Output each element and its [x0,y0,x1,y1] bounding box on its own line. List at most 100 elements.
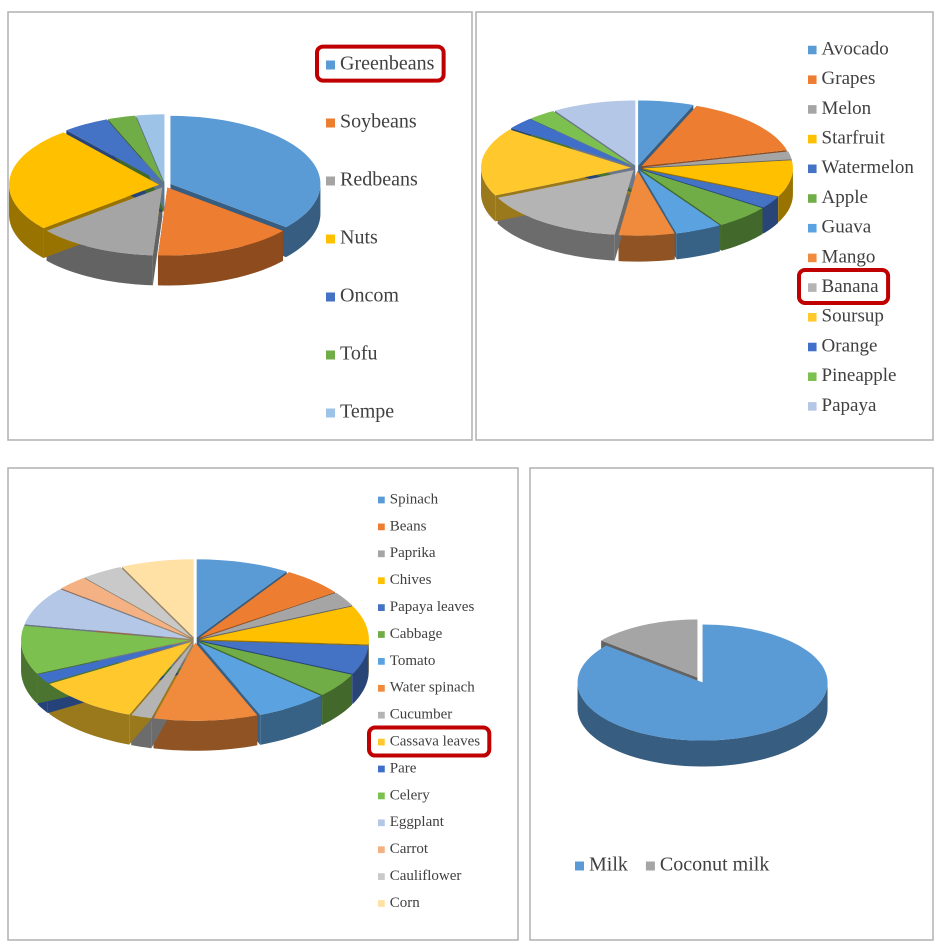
slice [642,169,778,208]
slice [122,559,194,638]
slice [639,170,720,234]
legend-swatch [326,350,335,360]
legend-label: Spinach [390,491,439,507]
legend-label: Avocado [822,38,889,59]
legend-swatch [378,900,385,907]
legend-label: Apple [822,187,868,208]
legend-label: Cabbage [390,626,443,642]
legend-label: Banana [822,276,880,297]
legend-swatch [326,60,335,70]
legend-swatch [326,176,335,186]
legend-swatch [378,496,385,504]
legend-swatch [326,118,335,128]
legend-swatch [378,684,385,692]
slice [641,105,787,167]
slice-side [322,674,352,725]
legend-label: Soybeans [340,111,417,133]
legend-swatch [808,283,817,292]
legend-label: Eggplant [390,814,445,830]
slice [199,572,336,638]
slice [153,642,258,721]
slice [21,625,190,674]
highlight-box [367,725,492,758]
legend-label: Corn [390,895,421,911]
legend-swatch [326,234,335,244]
legend-swatch [378,631,385,638]
legend-swatch [378,792,385,800]
slice-side [497,197,615,261]
slice [84,567,192,638]
legend-swatch [378,523,385,531]
legend-swatch [326,408,335,418]
slice [170,115,321,228]
legend-swatch [808,134,817,144]
legend-label: Grapes [822,68,876,89]
legend-label: Starfruit [822,127,886,148]
legend-swatch [808,105,817,114]
slice [200,640,369,674]
legend-swatch [378,658,385,665]
slice [200,592,353,639]
slice-side [676,225,720,260]
slice-side [260,695,321,745]
legend-label: Mango [822,246,876,267]
legend-label: Oncom [340,285,399,307]
slice [198,642,321,715]
slice [108,115,164,183]
legend-label: Cauliflower [390,868,462,884]
slice [642,160,793,197]
slice [530,111,634,166]
legend-swatch [326,292,335,302]
slice [131,642,194,719]
slice [61,577,191,639]
highlight-box [797,267,891,305]
legend-label: Coconut milk [660,854,769,876]
legend-swatch [808,75,817,84]
legend-swatch [575,861,584,871]
legend-swatch [808,223,817,233]
slice-side [778,168,793,223]
slice-side [763,196,778,234]
legend-swatch [808,45,817,55]
slice [37,641,190,684]
slice-side [286,183,321,258]
highlight-box [315,44,446,83]
legend-swatch [645,861,655,871]
legend-swatch [378,873,385,880]
slice [136,114,165,183]
legend-swatch [808,194,817,203]
slice [196,559,287,638]
legend-label: Orange [822,335,878,356]
legend-label: Tofu [340,343,377,365]
slice-side [721,208,763,251]
legend-label: Chives [390,572,432,588]
legend-label: Nuts [340,227,378,249]
legend-label: Melon [822,98,872,119]
legend-swatch [378,577,385,585]
legend-swatch [808,402,817,411]
slice [49,642,192,715]
legend-swatch [378,846,385,854]
legend-label: Redbeans [340,169,418,191]
legend-label: Beans [390,518,427,534]
legend-swatch [378,550,385,558]
legend-swatch [378,711,385,719]
slice-side [9,184,44,259]
legend-label: Milk [589,854,628,876]
slice [199,641,352,695]
slice [46,187,163,256]
legend-label: Greenbeans [340,53,435,75]
legend-label: Pineapple [822,365,897,386]
slice-side [153,715,258,751]
legend-label: Celery [390,787,430,803]
slice-side [352,645,369,704]
legend-swatch [808,372,817,381]
legend-label: Water spinach [390,680,476,696]
legend-swatch [808,313,817,322]
legend-label: Tomato [390,653,436,669]
slice-side [481,167,496,222]
slice [577,624,828,741]
legend-label: Papaya leaves [390,599,475,615]
slice [511,118,633,167]
